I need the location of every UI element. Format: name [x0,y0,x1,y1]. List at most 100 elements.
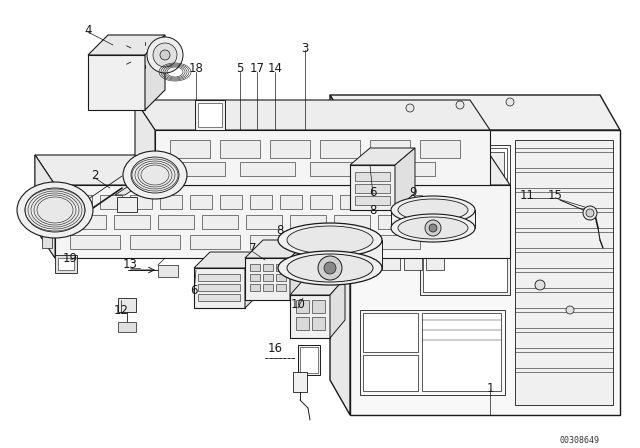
Polygon shape [245,258,290,300]
Polygon shape [35,155,510,185]
Text: 19: 19 [63,251,77,264]
Ellipse shape [391,196,475,224]
Polygon shape [245,252,261,308]
Bar [246,215,282,229]
Polygon shape [330,95,350,415]
Bar [118,298,136,312]
Bar [198,103,222,127]
Bar [370,140,410,158]
Polygon shape [155,130,490,185]
Bar [70,235,120,249]
Bar [382,245,400,270]
Bar [198,284,240,291]
Bar [296,317,309,330]
Text: 1: 1 [486,382,493,395]
Text: 8: 8 [276,224,284,237]
Bar [427,152,450,185]
Bar [420,245,510,295]
Bar [195,100,225,130]
Bar [481,152,504,185]
Text: 18: 18 [189,61,204,74]
Bar [276,274,286,281]
Bar [290,215,326,229]
Bar [70,195,92,209]
Bar [360,245,378,270]
Bar [263,264,273,271]
Bar [158,265,178,277]
Circle shape [425,220,441,236]
Polygon shape [88,35,165,55]
Bar [198,294,240,301]
Polygon shape [278,240,382,268]
Bar [370,195,392,209]
Bar [202,215,238,229]
Bar [263,284,273,291]
Circle shape [456,101,464,109]
Bar [400,195,422,209]
Circle shape [153,43,177,67]
Ellipse shape [287,254,373,282]
Bar [190,235,240,249]
Bar [363,313,418,352]
Circle shape [566,306,574,314]
Bar [454,189,477,222]
Bar [420,145,510,230]
Bar [42,228,52,248]
Bar [312,300,325,313]
Bar [481,189,504,222]
Bar [190,195,212,209]
Ellipse shape [123,151,187,199]
Polygon shape [350,148,415,165]
Ellipse shape [131,157,179,193]
Polygon shape [350,130,620,415]
Bar [250,195,272,209]
Bar [363,355,418,391]
Bar [220,140,260,158]
Circle shape [147,37,183,73]
Circle shape [583,206,597,220]
Ellipse shape [287,226,373,254]
Bar [270,140,310,158]
Circle shape [535,280,545,290]
Ellipse shape [17,182,93,238]
Bar [70,215,106,229]
Bar [320,140,360,158]
Bar [170,140,210,158]
Bar [370,235,420,249]
Bar [515,140,613,405]
Polygon shape [35,155,55,258]
Bar [158,215,194,229]
Bar [118,322,136,332]
Bar [42,195,52,220]
Bar [423,248,507,292]
Bar [58,258,74,270]
Ellipse shape [278,251,382,285]
Polygon shape [135,100,155,185]
Text: 16: 16 [268,341,282,354]
Bar [355,196,390,205]
Polygon shape [245,240,308,258]
Polygon shape [194,252,261,268]
Ellipse shape [398,217,468,239]
Circle shape [406,104,414,112]
Ellipse shape [25,188,85,232]
Bar [240,162,295,176]
Bar [100,195,122,209]
Ellipse shape [398,199,468,221]
Bar [426,245,444,270]
Bar [298,345,320,375]
Bar [263,274,273,281]
Text: 5: 5 [236,61,244,74]
Circle shape [324,262,336,274]
Text: 17: 17 [250,61,264,74]
Bar [160,195,182,209]
Text: 00308649: 00308649 [560,435,600,444]
Bar [363,148,412,227]
Ellipse shape [278,223,382,257]
Text: 10: 10 [291,298,305,311]
Polygon shape [194,268,245,308]
Text: 8: 8 [369,203,377,216]
Bar [220,195,242,209]
Bar [250,264,260,271]
Circle shape [429,224,437,232]
